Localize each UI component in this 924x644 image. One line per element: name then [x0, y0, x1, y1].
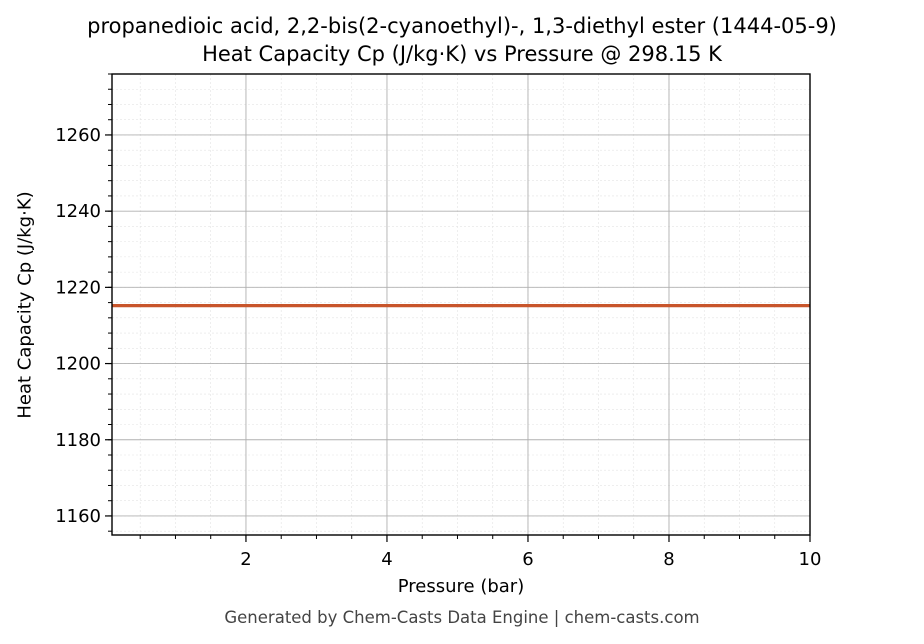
- footer-credit: Generated by Chem-Casts Data Engine | ch…: [224, 608, 700, 627]
- chart-title: propanedioic acid, 2,2-bis(2-cyanoethyl)…: [87, 14, 837, 38]
- x-tick-label: 10: [799, 549, 822, 570]
- x-tick-label: 2: [240, 549, 251, 570]
- chart-subtitle: Heat Capacity Cp (J/kg·K) vs Pressure @ …: [202, 42, 722, 66]
- axis-tick-labels: 2 4 6 8 10 1160 1180 1200 1220 1240 1260: [55, 125, 821, 570]
- y-axis-label: Heat Capacity Cp (J/kg·K): [14, 191, 36, 419]
- y-tick-label: 1260: [55, 125, 101, 146]
- axis-ticks: [105, 73, 811, 542]
- y-tick-label: 1220: [55, 277, 101, 298]
- x-axis-label: Pressure (bar): [397, 576, 525, 597]
- y-tick-label: 1200: [55, 354, 101, 375]
- x-tick-label: 6: [522, 549, 533, 570]
- y-tick-label: 1240: [55, 201, 101, 222]
- y-tick-label: 1160: [55, 506, 101, 527]
- plot-frame: [111, 73, 811, 536]
- y-tick-label: 1180: [55, 430, 101, 451]
- x-tick-label: 4: [381, 549, 392, 570]
- x-tick-label: 8: [663, 549, 674, 570]
